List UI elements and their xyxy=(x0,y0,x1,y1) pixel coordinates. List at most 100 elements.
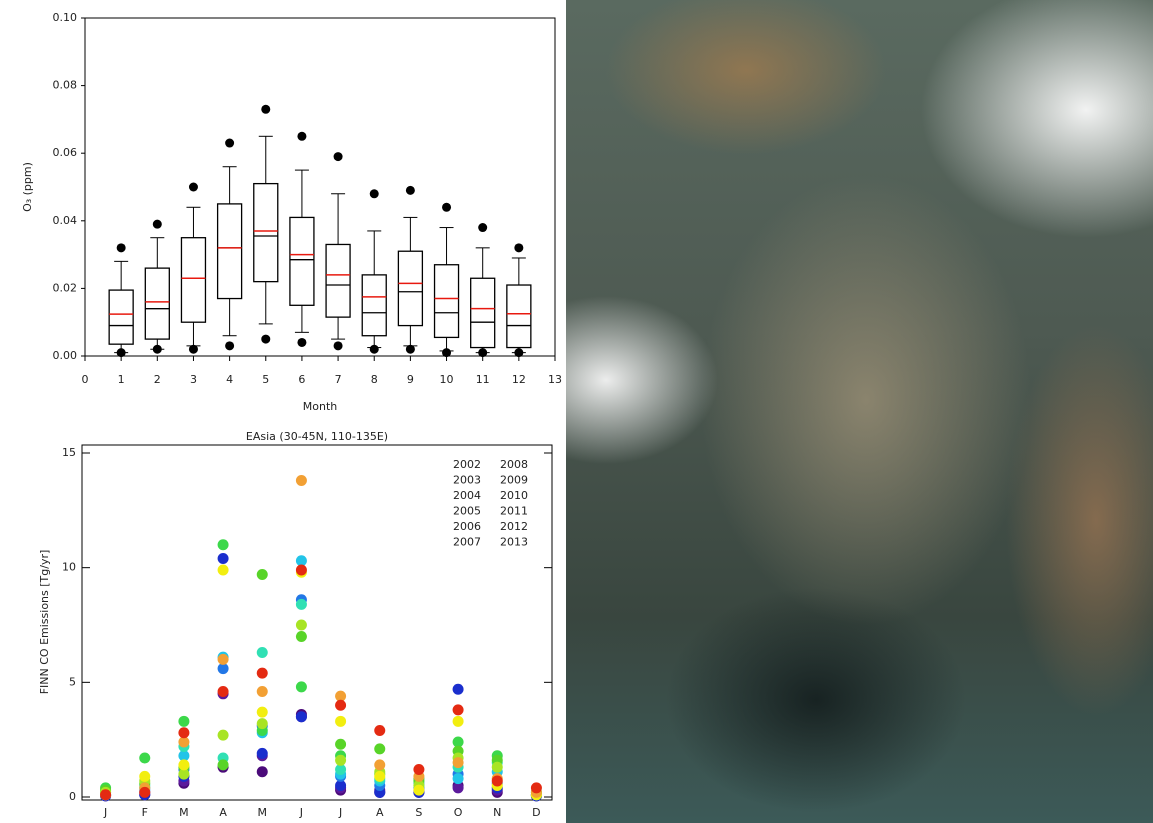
outlier-low xyxy=(225,341,235,351)
x-tick-label: A xyxy=(376,806,384,819)
x-tick-label: J xyxy=(103,806,107,819)
x-tick-label: 12 xyxy=(512,373,526,386)
x-tick-label: M xyxy=(179,806,189,819)
data-point xyxy=(295,681,307,693)
chart-title: EAsia (30-45N, 110-135E) xyxy=(246,430,388,443)
x-tick-label: 3 xyxy=(190,373,197,386)
data-point xyxy=(374,724,386,736)
legend-entry: 2011 xyxy=(500,505,528,518)
outlier-low xyxy=(333,341,343,351)
data-point xyxy=(452,757,464,769)
x-tick-label: 4 xyxy=(226,373,233,386)
outlier-high xyxy=(514,243,524,253)
x-axis-label: Month xyxy=(303,400,338,413)
y-tick-label: 0 xyxy=(69,790,76,803)
data-point xyxy=(178,715,190,727)
data-point xyxy=(452,683,464,695)
data-point xyxy=(295,630,307,642)
y-tick-label: 0.10 xyxy=(53,11,78,24)
outlier-low xyxy=(188,344,198,354)
data-point xyxy=(217,759,229,771)
y-tick-label: 5 xyxy=(69,675,76,688)
y-tick-label: 0.00 xyxy=(53,349,78,362)
plot-frame xyxy=(84,17,556,357)
box xyxy=(108,289,134,345)
box xyxy=(289,216,315,306)
data-point xyxy=(217,663,229,675)
data-point xyxy=(139,752,151,764)
data-point xyxy=(374,743,386,755)
y-axis-label: O₃ (ppm) xyxy=(21,162,34,212)
y-tick-label: 0.08 xyxy=(53,79,78,92)
data-point xyxy=(217,552,229,564)
data-point xyxy=(335,715,347,727)
legend-entry: 2009 xyxy=(500,474,528,487)
data-point xyxy=(452,782,464,794)
x-tick-label: 6 xyxy=(298,373,305,386)
data-point xyxy=(335,699,347,711)
data-point xyxy=(256,766,268,778)
data-point xyxy=(295,711,307,723)
outlier-high xyxy=(152,219,162,229)
data-point xyxy=(530,782,542,794)
outlier-high xyxy=(261,104,271,114)
box xyxy=(325,243,351,318)
legend-entry: 2005 xyxy=(453,505,481,518)
data-point xyxy=(295,475,307,487)
satellite-image xyxy=(566,0,1153,823)
y-tick-label: 15 xyxy=(62,446,76,459)
data-point xyxy=(217,653,229,665)
x-tick-label: N xyxy=(493,806,501,819)
data-point xyxy=(413,784,425,796)
box xyxy=(433,264,460,339)
data-point xyxy=(217,539,229,551)
y-tick-label: 10 xyxy=(62,561,76,574)
outlier-low xyxy=(152,344,162,354)
box xyxy=(180,237,207,323)
x-tick-label: 1 xyxy=(118,373,125,386)
data-point xyxy=(295,598,307,610)
box xyxy=(253,182,279,283)
data-point xyxy=(256,647,268,659)
x-tick-label: 13 xyxy=(548,373,562,386)
x-tick-label: J xyxy=(299,806,303,819)
data-point xyxy=(452,704,464,716)
x-tick-label: D xyxy=(532,806,540,819)
legend-entry: 2007 xyxy=(453,536,481,549)
outlier-high xyxy=(478,223,488,233)
data-point xyxy=(217,564,229,576)
x-tick-label: M xyxy=(258,806,268,819)
data-point xyxy=(178,727,190,739)
box xyxy=(506,284,532,349)
data-point xyxy=(178,759,190,771)
data-point xyxy=(452,715,464,727)
data-point xyxy=(178,768,190,780)
x-tick-label: 9 xyxy=(407,373,414,386)
box xyxy=(216,203,243,300)
outlier-high xyxy=(225,138,235,148)
data-point xyxy=(139,786,151,798)
data-point xyxy=(256,718,268,730)
data-point xyxy=(452,736,464,748)
data-point xyxy=(139,770,151,782)
legend-entry: 2003 xyxy=(453,474,481,487)
data-point xyxy=(491,761,503,773)
data-point xyxy=(491,775,503,787)
outlier-low xyxy=(297,337,307,347)
outlier-low xyxy=(514,348,524,358)
data-point xyxy=(217,686,229,698)
outlier-low xyxy=(478,348,488,358)
y-tick-label: 0.06 xyxy=(53,146,78,159)
outlier-high xyxy=(297,131,307,141)
x-tick-label: 7 xyxy=(335,373,342,386)
legend-entry: 2013 xyxy=(500,536,528,549)
outlier-low xyxy=(442,348,452,358)
x-tick-label: J xyxy=(338,806,342,819)
outlier-high xyxy=(405,185,415,195)
data-point xyxy=(256,706,268,718)
data-point xyxy=(374,759,386,771)
x-tick-label: 0 xyxy=(82,373,89,386)
box xyxy=(361,274,387,337)
data-point xyxy=(295,564,307,576)
